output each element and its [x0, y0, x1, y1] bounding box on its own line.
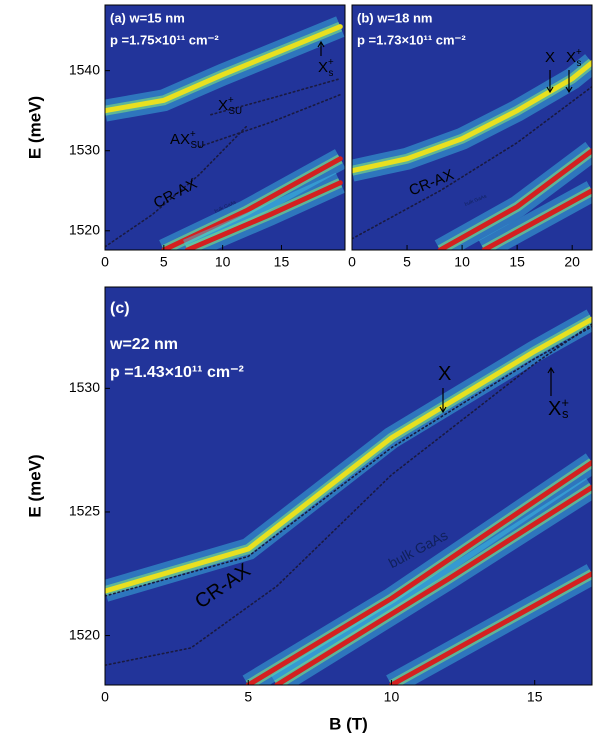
- annotation-sub: SU: [228, 106, 242, 117]
- arrow-head: [317, 40, 325, 48]
- annotation-sub: SU: [190, 140, 204, 151]
- panel-label: (b) w=18 nm: [357, 10, 433, 25]
- x-tick-label: 5: [403, 254, 411, 270]
- x-tick-label: 20: [564, 254, 580, 270]
- annotation: AX+ SU: [170, 129, 204, 151]
- ridge-line: [437, 148, 592, 250]
- ridge-line: [105, 24, 343, 114]
- annotation-sup: +: [328, 57, 334, 68]
- plot-area: [352, 54, 592, 250]
- x-tick-label: 15: [527, 689, 543, 705]
- arrow-head: [546, 86, 554, 94]
- panel-label: (a) w=15 nm: [110, 10, 185, 25]
- x-tick-label: 5: [244, 689, 252, 705]
- annotation-sub: s: [562, 406, 569, 421]
- ridge-line: [352, 60, 592, 174]
- x-axis-label: B (T): [329, 714, 368, 733]
- x-tick-label: 0: [101, 254, 109, 270]
- annotation-sub: s: [328, 68, 333, 79]
- ridge-line: [481, 188, 592, 250]
- plot-frame: [104, 286, 593, 686]
- annotation-sup: +: [561, 395, 569, 410]
- x-tick-label: 5: [160, 254, 168, 270]
- annotation: X+ s: [566, 47, 582, 69]
- dotted-line: [105, 125, 247, 248]
- ridge-line: [184, 180, 343, 250]
- plot-area: [105, 16, 345, 250]
- y-tick-label: 1520: [69, 221, 100, 237]
- arrow-head: [565, 86, 573, 94]
- y-axis-label: E (meV): [25, 454, 44, 517]
- dotted-line: [105, 323, 592, 667]
- x-tick-label: 10: [384, 689, 400, 705]
- panel-density: p =1.75×10¹¹ cm⁻²: [110, 32, 219, 47]
- y-tick-label: 1540: [69, 61, 100, 77]
- annotation-sup: +: [190, 129, 196, 140]
- annotation-text: X: [218, 97, 228, 114]
- y-tick-label: 1525: [69, 503, 100, 519]
- annotation-sub: s: [576, 58, 581, 69]
- panel-width: w=22 nm: [109, 336, 178, 353]
- y-tick-label: 1530: [69, 141, 100, 157]
- x-tick-label: 15: [274, 254, 290, 270]
- arrow-head: [547, 366, 555, 374]
- x-tick-label: 0: [348, 254, 356, 270]
- annotation-sup: +: [576, 47, 582, 58]
- x-tick-label: 10: [215, 254, 231, 270]
- y-tick-label: 1520: [69, 626, 100, 642]
- ridge-line: [274, 484, 592, 685]
- x-tick-label: 0: [101, 689, 109, 705]
- annotation: X: [438, 363, 451, 385]
- panel-density: p =1.43×10¹¹ cm⁻²: [110, 364, 244, 381]
- annotation-text: X: [566, 49, 576, 66]
- annotation-text: X: [438, 363, 451, 385]
- dotted-line: [352, 85, 592, 240]
- ridge-line: [245, 460, 592, 685]
- y-axis-label: E (meV): [25, 96, 44, 159]
- x-tick-label: 10: [454, 254, 470, 270]
- x-tick-label: 15: [509, 254, 525, 270]
- annotation-text: X: [318, 59, 328, 76]
- plot-area: [105, 309, 592, 685]
- annotation-text: AX: [170, 131, 190, 148]
- dotted-line: [105, 325, 592, 597]
- annotation: X+ s: [318, 57, 334, 79]
- panel-label: (c): [110, 300, 130, 317]
- panel-density: p =1.73×10¹¹ cm⁻²: [357, 32, 466, 47]
- ridge-line: [105, 316, 592, 594]
- dotted-line: [210, 77, 342, 116]
- annotation-text: X: [545, 49, 555, 66]
- plot-frame: [351, 4, 593, 251]
- annotation: X+ SU: [218, 95, 242, 117]
- plot-frame: [104, 4, 346, 251]
- annotation: X: [545, 49, 555, 66]
- y-tick-label: 1530: [69, 379, 100, 395]
- annotation-sup: +: [228, 95, 234, 106]
- annotation: X+ s: [548, 395, 569, 421]
- arrow-head: [439, 406, 447, 414]
- annotation-text: X: [548, 398, 561, 420]
- ridge-line: [388, 571, 592, 685]
- ridge-line: [161, 156, 343, 250]
